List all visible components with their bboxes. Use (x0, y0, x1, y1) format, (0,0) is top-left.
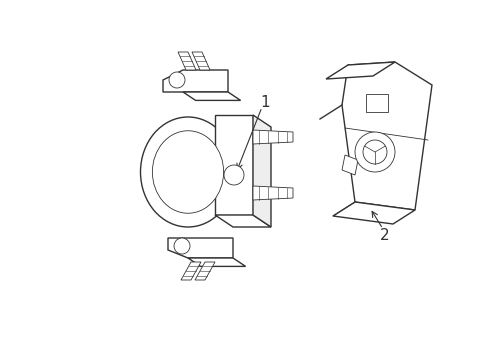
Polygon shape (341, 62, 431, 210)
Polygon shape (178, 52, 196, 70)
Circle shape (174, 238, 190, 254)
Polygon shape (192, 52, 209, 70)
Polygon shape (183, 92, 240, 100)
Text: 2: 2 (379, 228, 389, 243)
Circle shape (362, 140, 386, 164)
Polygon shape (252, 115, 270, 227)
Polygon shape (365, 94, 387, 112)
Polygon shape (187, 258, 245, 266)
Polygon shape (215, 215, 270, 227)
Polygon shape (163, 70, 227, 92)
Circle shape (354, 132, 394, 172)
Polygon shape (332, 202, 414, 224)
Ellipse shape (152, 131, 223, 213)
Polygon shape (215, 115, 252, 215)
Text: 1: 1 (260, 95, 269, 109)
Polygon shape (252, 130, 292, 144)
Polygon shape (252, 186, 292, 200)
Polygon shape (168, 238, 232, 258)
Polygon shape (325, 62, 394, 79)
Polygon shape (195, 262, 215, 280)
Polygon shape (341, 155, 357, 175)
Circle shape (169, 72, 184, 88)
Polygon shape (181, 262, 201, 280)
Ellipse shape (140, 117, 235, 227)
Circle shape (224, 165, 244, 185)
